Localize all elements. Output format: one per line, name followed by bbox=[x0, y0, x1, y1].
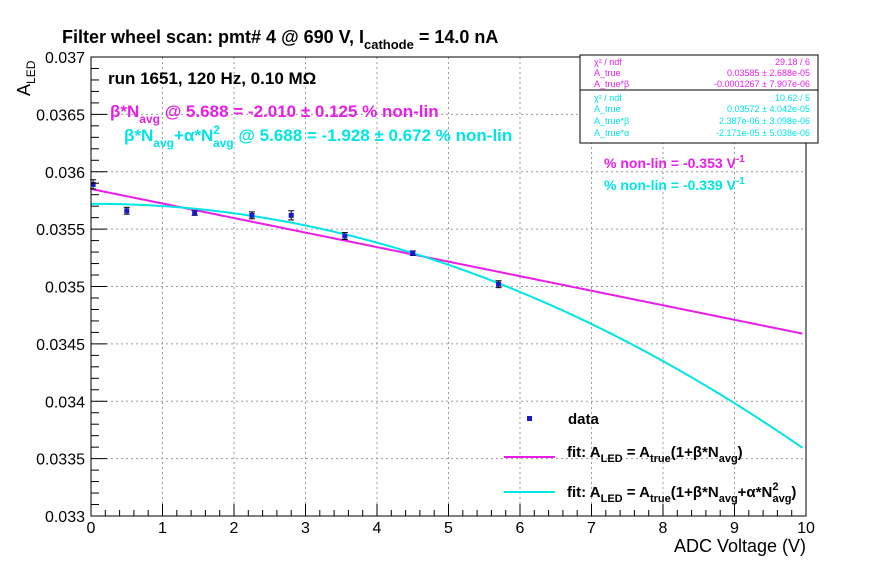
linear-nonlin-annotation: β*Navg @ 5.688 = -2.010 ± 0.125 % non-li… bbox=[110, 102, 439, 126]
x-tick-label: 2 bbox=[230, 520, 239, 537]
lf2-s4: avg bbox=[772, 493, 791, 505]
stats2-row2-label: A_true*β bbox=[594, 116, 629, 126]
stats1-row1-label: A_true bbox=[594, 68, 621, 78]
legend-data-label: data bbox=[568, 411, 600, 428]
y-axis-label-main: A bbox=[14, 84, 34, 96]
lf1-a: fit: A bbox=[567, 444, 601, 461]
lf2-s1: LED bbox=[601, 493, 623, 505]
linear-slope-annotation: % non-lin = -0.353 V-1 bbox=[604, 154, 745, 171]
lf1-b: = A bbox=[623, 444, 651, 461]
lf2-b: = A bbox=[623, 484, 651, 501]
tick-labels: 0 1 2 3 4 5 6 7 8 9 10 0.033 0.0335 0.034 0.0345 0.035 0… bbox=[36, 50, 815, 537]
quad-annot-part2: +α*N bbox=[174, 126, 213, 145]
stats1-row2-label: A_true*β bbox=[594, 79, 629, 89]
legend-data-marker bbox=[527, 416, 532, 421]
lf2-a: fit: A bbox=[567, 484, 601, 501]
axes bbox=[90, 56, 807, 517]
quad-annot-part1: β*N bbox=[124, 126, 153, 145]
lin-annot-part2: @ 5.688 = -2.010 ± 0.125 % non-lin bbox=[160, 102, 439, 121]
quadratic-fit-curve bbox=[90, 202, 803, 449]
quadratic-slope-annotation: % non-lin = -0.339 V-1 bbox=[604, 176, 745, 193]
lf1-s2: true bbox=[650, 453, 671, 465]
y-tick-label: 0.0355 bbox=[36, 222, 85, 239]
data-point bbox=[410, 250, 416, 256]
lf1-s3: avg bbox=[719, 453, 738, 465]
lf2-c: (1+β*N bbox=[671, 484, 719, 501]
stats1-row1-value: 0.03585 ± 2.688e-05 bbox=[727, 68, 810, 78]
y-tick-label: 0.0335 bbox=[36, 452, 85, 469]
x-tick-label: 6 bbox=[516, 520, 525, 537]
stats2-row3-value: -2.171e-05 ± 5.038e-06 bbox=[716, 128, 810, 138]
lf1-c: (1+β*N bbox=[671, 444, 719, 461]
lf2-d: +α*N bbox=[738, 484, 773, 501]
quad-slope-text: % non-lin = -0.339 V bbox=[604, 177, 737, 193]
stats2-row1-value: 0.03572 ± 4.042e-05 bbox=[727, 104, 810, 114]
stats-box-quadratic: χ² / ndf 10.62 / 5 A_true 0.03572 ± 4.04… bbox=[579, 89, 819, 144]
data-point bbox=[342, 233, 348, 239]
stats1-row0-label: χ² / ndf bbox=[594, 57, 622, 67]
run-label: run 1651, 120 Hz, 0.10 MΩ bbox=[108, 69, 316, 88]
data-point bbox=[288, 212, 294, 218]
stats2-row0-value: 10.62 / 5 bbox=[775, 93, 810, 103]
lf1-d: ) bbox=[738, 444, 743, 461]
stats2-row0-label: χ² / ndf bbox=[594, 93, 622, 103]
x-tick-label: 7 bbox=[587, 520, 596, 537]
x-tick-label: 8 bbox=[659, 520, 668, 537]
quad-annot-sup: 2 bbox=[213, 123, 220, 137]
x-tick-label: 9 bbox=[730, 520, 739, 537]
lin-slope-sup: -1 bbox=[736, 154, 745, 165]
lf2-sup: 2 bbox=[772, 481, 778, 493]
lin-annot-sub1: avg bbox=[139, 112, 160, 126]
title-sub: cathode bbox=[364, 37, 414, 52]
data-point bbox=[90, 181, 96, 187]
lin-slope-text: % non-lin = -0.353 V bbox=[604, 155, 737, 171]
fit-curves bbox=[90, 187, 803, 449]
x-tick-label: 10 bbox=[797, 520, 815, 537]
quadratic-nonlin-annotation: β*Navg+α*N2 avg @ 5.688 = -1.928 ± 0.672 … bbox=[124, 123, 512, 150]
y-tick-label: 0.034 bbox=[45, 394, 85, 411]
lf2-e: ) bbox=[791, 484, 796, 501]
x-tick-label: 1 bbox=[158, 520, 167, 537]
lf2-s2: true bbox=[650, 493, 671, 505]
quad-slope-sup: -1 bbox=[736, 176, 745, 187]
y-tick-label: 0.033 bbox=[45, 509, 85, 526]
quad-annot-sub1: avg bbox=[153, 136, 174, 150]
lin-annot-part1: β*N bbox=[110, 102, 139, 121]
data-point bbox=[249, 212, 255, 218]
data-point bbox=[192, 210, 198, 216]
legend-quadratic-label: fit: ALED = Atrue(1+β*Navg+α*N2 avg) bbox=[567, 481, 796, 505]
y-axis-label: ALED bbox=[14, 60, 38, 96]
stats2-row3-label: A_true*α bbox=[594, 128, 629, 138]
data-points bbox=[90, 179, 502, 289]
title-post: = 14.0 nA bbox=[414, 27, 499, 47]
legend-linear-label: fit: ALED = Atrue(1+β*Navg) bbox=[567, 444, 743, 465]
x-tick-label: 5 bbox=[444, 520, 453, 537]
lf1-s1: LED bbox=[601, 453, 623, 465]
quad-annot-sub2: avg bbox=[213, 136, 234, 150]
y-tick-label: 0.0345 bbox=[36, 337, 85, 354]
stats1-row2-value: -0.0001267 ± 7.907e-06 bbox=[714, 79, 810, 89]
stats2-row1-label: A_true bbox=[594, 104, 621, 114]
data-point bbox=[124, 208, 130, 214]
quad-annot-part3: @ 5.688 = -1.928 ± 0.672 % non-lin bbox=[234, 126, 513, 145]
legend: data fit: ALED = Atrue(1+β*Navg) fit: AL… bbox=[504, 411, 796, 505]
chart-title: Filter wheel scan: pmt# 4 @ 690 V, Icath… bbox=[62, 27, 498, 52]
x-axis-label: ADC Voltage (V) bbox=[674, 536, 806, 556]
stats2-row2-value: 2.387e-06 ± 3.098e-06 bbox=[719, 116, 810, 126]
y-tick-label: 0.035 bbox=[45, 280, 85, 297]
y-tick-label: 0.037 bbox=[45, 50, 85, 67]
linear-fit-curve bbox=[90, 187, 803, 335]
x-tick-label: 0 bbox=[87, 520, 96, 537]
lf2-s3: avg bbox=[719, 493, 738, 505]
data-point bbox=[496, 281, 502, 287]
x-tick-label: 3 bbox=[301, 520, 310, 537]
stats1-row0-value: 29.18 / 6 bbox=[775, 57, 810, 67]
x-tick-label: 4 bbox=[373, 520, 382, 537]
y-tick-label: 0.0365 bbox=[36, 107, 85, 124]
y-axis-label-sub: LED bbox=[24, 60, 38, 84]
stats-box-linear: χ² / ndf 29.18 / 6 A_true 0.03585 ± 2.68… bbox=[579, 54, 819, 91]
title-main: Filter wheel scan: pmt# 4 @ 690 V, I bbox=[62, 27, 364, 47]
y-tick-label: 0.036 bbox=[45, 165, 85, 182]
